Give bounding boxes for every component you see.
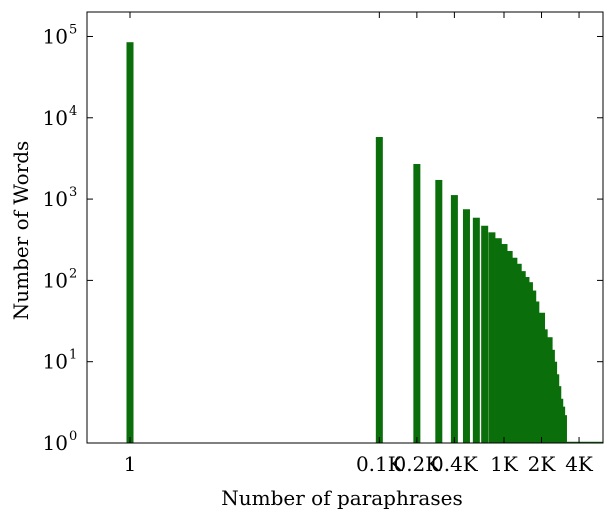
bar (494, 238, 502, 443)
y-tick-label-base: 10 (43, 24, 68, 48)
x-tick-label: 4K (565, 452, 594, 476)
y-tick-label-exp: 4 (69, 104, 77, 119)
x-tick-label: 2K (528, 452, 557, 476)
bar (413, 164, 421, 443)
x-tick-label: 1 (124, 452, 137, 476)
x-tick-label: 1K (490, 452, 519, 476)
y-tick-label-exp: 5 (69, 22, 77, 37)
bar (505, 250, 513, 443)
bar (462, 209, 470, 443)
bar (375, 137, 383, 443)
y-tick-label-base: 10 (43, 431, 68, 455)
bar (481, 225, 489, 443)
plot-frame (86, 11, 604, 444)
y-tick-label-exp: 1 (69, 348, 77, 363)
x-axis-title: Number of paraphrases (221, 486, 462, 510)
y-axis-title: Number of Words (9, 141, 33, 321)
y-tick-label-exp: 0 (69, 429, 77, 444)
bar (472, 217, 480, 443)
x-tick-label: 0.1K (356, 452, 404, 476)
bar (435, 179, 443, 443)
y-tick-label-exp: 3 (69, 185, 77, 200)
bar (518, 271, 526, 443)
bar (488, 232, 496, 443)
bar (510, 257, 518, 443)
y-tick-label-base: 10 (43, 106, 68, 130)
bar (500, 244, 508, 443)
x-tick-label: 0.4K (431, 452, 479, 476)
x-tick-label: 0.2K (393, 452, 441, 476)
bar (126, 42, 134, 444)
y-tick-label-base: 10 (43, 187, 68, 211)
bars-group (126, 42, 603, 444)
bar (514, 263, 522, 443)
x-tick-labels: 1 0.1K0.2K0.4K 1K 2K 4K (124, 452, 594, 476)
y-tick-label-base: 10 (43, 350, 68, 374)
y-tick-label-base: 10 (43, 268, 68, 292)
y-tick-label-exp: 2 (69, 266, 77, 281)
bar (450, 195, 458, 443)
bar (559, 415, 567, 443)
